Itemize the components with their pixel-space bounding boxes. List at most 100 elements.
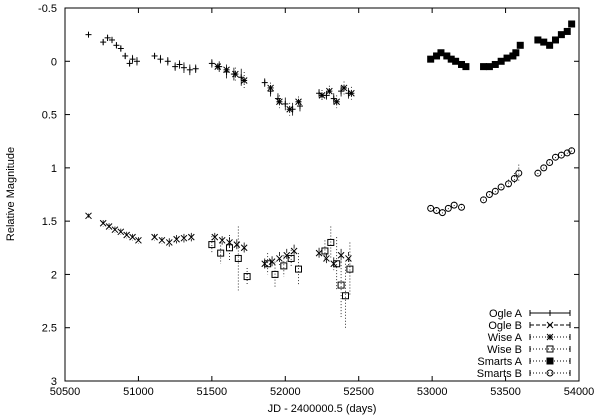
legend-label: Wise B: [487, 344, 522, 356]
y-axis: -0.5 0 0.5 1 1.5 2 2.5 3: [38, 3, 579, 388]
data-point: [271, 270, 279, 278]
data-point: [158, 236, 166, 244]
data-point: [337, 281, 345, 289]
data-point: [323, 255, 330, 262]
data-point: [133, 58, 140, 65]
legend-entry-ogle-a: Ogle A: [489, 308, 571, 320]
data-point: [268, 258, 276, 265]
data-point: [295, 98, 302, 106]
data-point: [276, 98, 283, 106]
data-point: [437, 49, 445, 57]
data-point: [321, 247, 329, 255]
series-smarts-a: [427, 20, 576, 71]
data-point: [135, 236, 142, 244]
legend-label: Ogle A: [489, 308, 523, 320]
data-point: [122, 52, 129, 59]
y-tick-label: 1.5: [42, 216, 57, 228]
data-point: [552, 36, 560, 44]
legend-entry-wise-a: Wise A: [488, 332, 571, 344]
data-point: [557, 31, 565, 39]
data-point: [503, 54, 511, 62]
legend-marker: [547, 310, 553, 316]
data-point: [85, 31, 92, 38]
data-point: [438, 209, 446, 217]
y-tick-label: 2: [51, 269, 57, 281]
data-point: [165, 239, 173, 246]
legend-entry-ogle-b: Ogle B: [488, 320, 571, 332]
data-point: [427, 55, 435, 63]
data-point: [113, 42, 120, 49]
data-point: [315, 249, 323, 257]
data-point: [243, 273, 251, 281]
x-tick-label: 52500: [343, 386, 374, 398]
data-point: [348, 89, 355, 97]
y-tick-label: 1: [51, 163, 57, 175]
data-point: [340, 84, 348, 92]
data-point: [444, 204, 452, 212]
data-point: [516, 41, 524, 49]
plot-area-frame: [64, 7, 580, 382]
data-point: [176, 61, 183, 68]
data-point: [333, 98, 341, 106]
data-point: [497, 57, 505, 65]
y-axis-title: Relative Magnitude: [5, 147, 17, 241]
data-point: [151, 52, 158, 59]
legend-entry-smarts-b: Smarts B: [477, 368, 571, 380]
data-point: [232, 70, 239, 78]
data-point: [546, 41, 554, 49]
data-series-layer: [85, 20, 576, 328]
data-point: [512, 49, 520, 57]
data-point: [187, 233, 195, 241]
data-point: [557, 151, 565, 159]
data-point: [341, 292, 349, 300]
data-point: [505, 180, 513, 188]
data-point: [286, 105, 294, 113]
data-point: [345, 255, 352, 262]
x-tick-label: 53000: [417, 386, 448, 398]
data-point: [534, 36, 542, 44]
data-point: [295, 265, 303, 273]
data-point: [164, 58, 171, 65]
data-point: [264, 260, 272, 268]
legend-marker: [546, 369, 554, 377]
y-tick-label: 2.5: [42, 323, 57, 335]
data-point: [568, 147, 576, 155]
data-point: [126, 60, 133, 67]
data-point: [497, 183, 505, 191]
data-point: [238, 74, 245, 81]
data-point: [192, 65, 199, 72]
data-point: [100, 39, 107, 46]
data-point: [267, 84, 274, 92]
data-point: [157, 56, 164, 63]
data-point: [280, 262, 288, 270]
data-point: [99, 219, 107, 227]
data-point: [568, 20, 576, 28]
legend-marker: [546, 357, 554, 365]
data-point: [276, 255, 283, 262]
x-tick-label: 50500: [50, 386, 81, 398]
data-point: [287, 254, 295, 262]
x-axis-title: JD - 2400000.5 (days): [268, 403, 377, 415]
data-point: [208, 241, 216, 249]
data-point: [105, 223, 113, 230]
legend-marker: [546, 333, 554, 341]
data-point: [186, 66, 193, 73]
data-point: [552, 153, 560, 161]
legend-label: Smarts A: [477, 356, 522, 368]
data-point: [485, 191, 493, 198]
data-point: [85, 212, 92, 220]
data-point: [214, 63, 222, 70]
y-tick-label: -0.5: [38, 3, 57, 15]
data-point: [491, 60, 499, 68]
x-tick-label: 51000: [123, 386, 154, 398]
data-point: [563, 149, 571, 157]
data-point: [330, 95, 337, 102]
data-point: [450, 201, 458, 209]
data-point: [510, 175, 518, 183]
x-tick-label: 53500: [490, 386, 521, 398]
data-point: [296, 103, 303, 110]
data-point: [234, 254, 242, 262]
legend-marker: [546, 321, 554, 329]
data-point: [283, 251, 291, 259]
